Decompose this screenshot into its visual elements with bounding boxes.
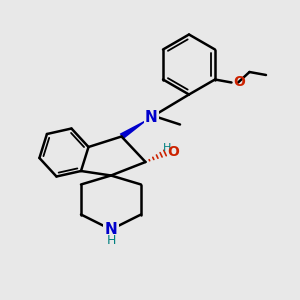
Text: H: H xyxy=(106,234,116,248)
Text: N: N xyxy=(145,110,158,124)
Text: O: O xyxy=(167,145,179,158)
Text: H: H xyxy=(163,142,172,153)
Text: O: O xyxy=(233,76,245,89)
Polygon shape xyxy=(120,117,152,139)
Text: N: N xyxy=(105,222,117,237)
